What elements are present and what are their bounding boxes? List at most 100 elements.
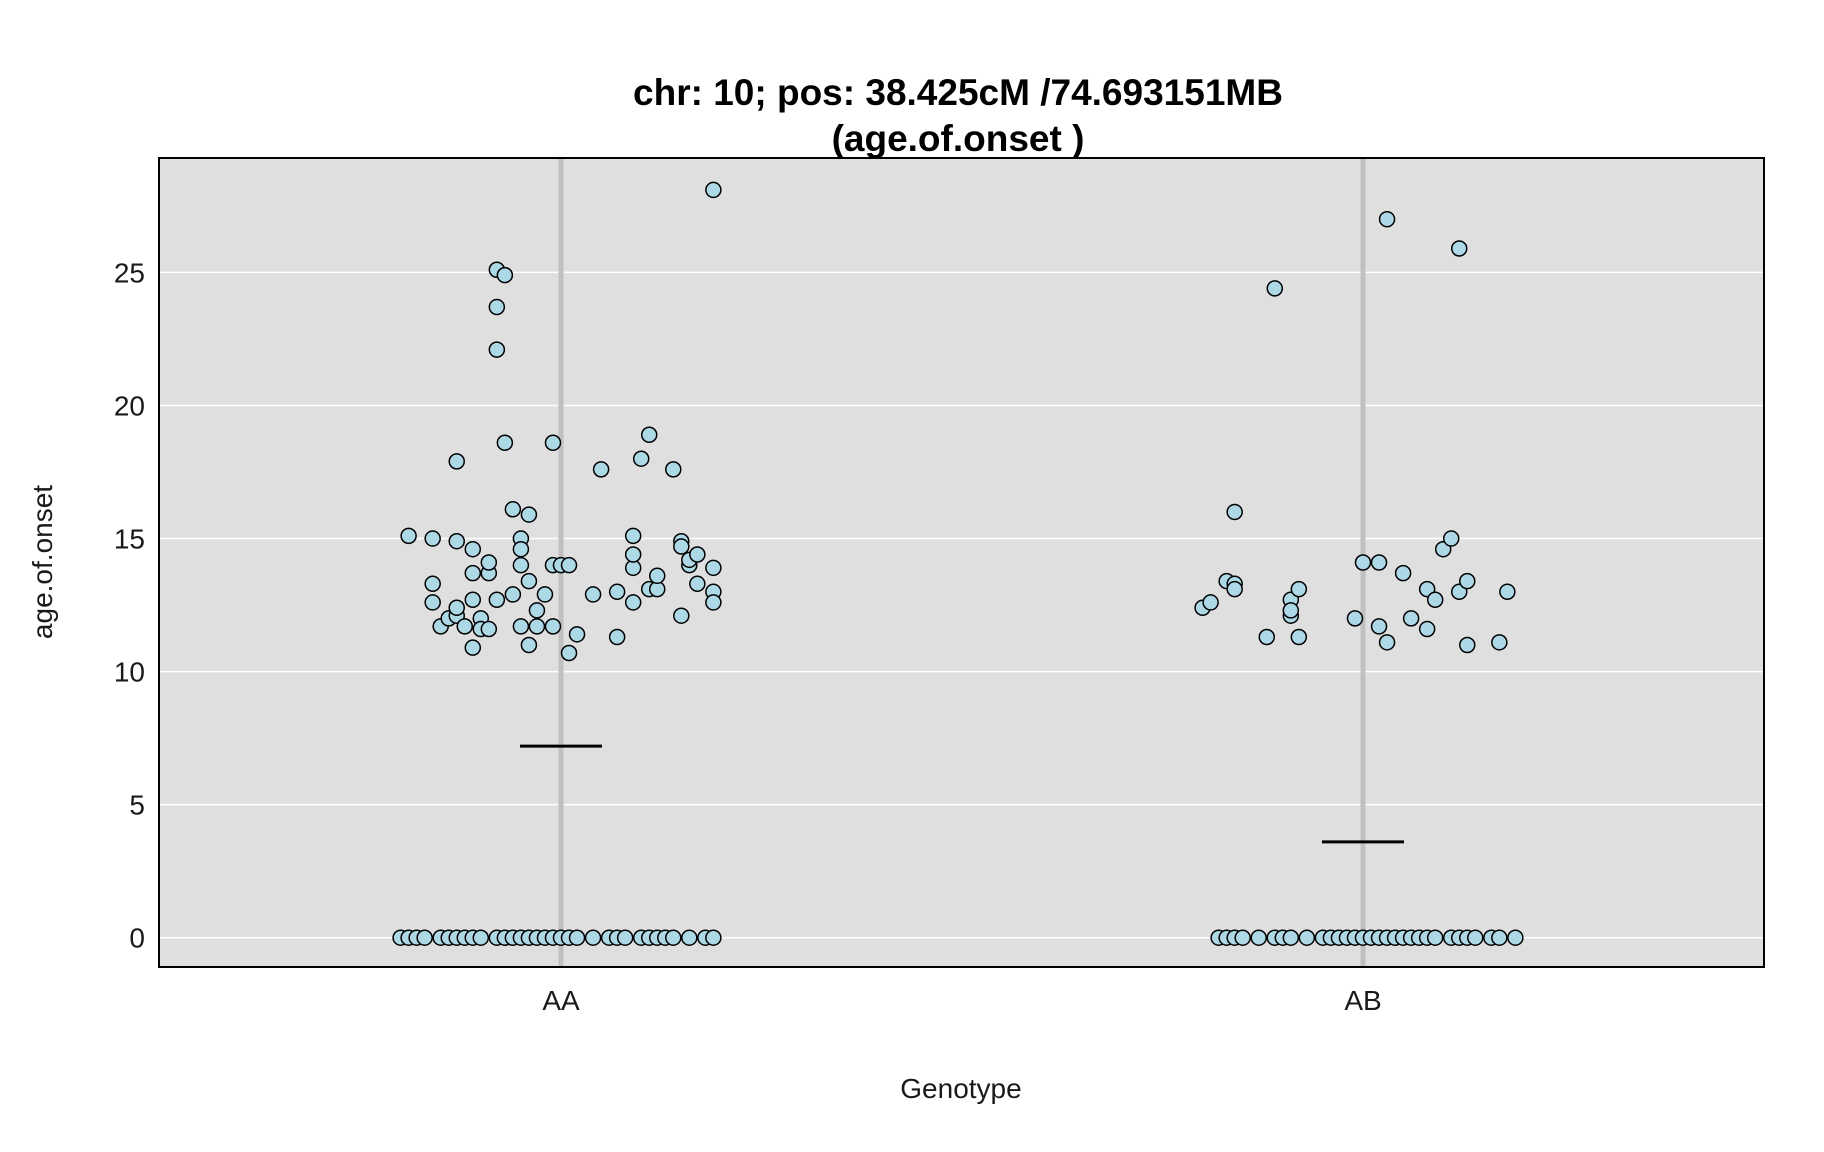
- data-point: [705, 594, 722, 611]
- y-tick-label: 10: [114, 657, 145, 688]
- data-point: [1258, 628, 1276, 646]
- x-axis-label: Genotype: [900, 1073, 1021, 1104]
- data-point: [544, 618, 562, 635]
- plot-panel: [159, 158, 1764, 967]
- data-point: [1467, 929, 1484, 946]
- data-point: [448, 532, 465, 550]
- data-point: [1459, 636, 1476, 654]
- data-point: [1282, 602, 1300, 619]
- y-tick-label: 5: [129, 790, 145, 821]
- data-point: [512, 556, 530, 574]
- data-point: [584, 929, 602, 946]
- data-point: [1290, 628, 1308, 646]
- data-point: [512, 540, 530, 558]
- data-point: [544, 434, 562, 451]
- data-point: [504, 501, 522, 518]
- data-point: [1266, 280, 1284, 297]
- mean-lines: [520, 744, 1404, 844]
- data-point: [416, 929, 433, 946]
- data-point: [1226, 580, 1243, 598]
- data-point: [608, 628, 626, 646]
- data-point: [624, 546, 642, 563]
- data-point: [448, 453, 465, 470]
- data-points: [392, 181, 1524, 946]
- data-point: [1354, 554, 1372, 571]
- data-point: [1290, 580, 1308, 598]
- data-point: [424, 575, 441, 593]
- data-point: [464, 564, 482, 582]
- data-point: [488, 591, 506, 609]
- data-point: [456, 618, 474, 635]
- data-point: [400, 527, 417, 545]
- data-point: [560, 644, 578, 662]
- data-point: [1426, 929, 1444, 946]
- data-point: [496, 266, 514, 284]
- data-point: [520, 572, 538, 590]
- y-tick-label: 15: [114, 524, 145, 555]
- data-point: [528, 602, 546, 619]
- data-point: [616, 929, 634, 946]
- data-point: [472, 929, 490, 946]
- data-point: [568, 626, 586, 643]
- y-axis-label: age.of.onset: [27, 485, 58, 639]
- data-point: [665, 461, 682, 478]
- x-tick-label: AA: [542, 985, 580, 1016]
- x-tick-label: AB: [1344, 985, 1381, 1016]
- x-axis-ticks: AA AB: [542, 985, 1381, 1016]
- data-point: [448, 599, 465, 616]
- data-point: [705, 181, 722, 199]
- data-point: [560, 556, 578, 574]
- data-point: [512, 618, 530, 635]
- data-point: [689, 575, 706, 593]
- data-point: [1491, 929, 1508, 946]
- data-point: [1394, 564, 1412, 582]
- data-point: [1442, 530, 1460, 547]
- data-point: [705, 929, 722, 946]
- data-point: [1298, 929, 1316, 946]
- data-point: [1507, 929, 1524, 946]
- data-point: [1378, 634, 1396, 651]
- data-point: [1499, 583, 1516, 601]
- data-point: [632, 450, 650, 467]
- data-point: [1250, 929, 1267, 946]
- data-point: [592, 461, 610, 478]
- data-point: [520, 636, 538, 654]
- data-point: [1418, 620, 1436, 638]
- data-point: [665, 929, 682, 946]
- chart-title: chr: 10; pos: 38.425cM /74.693151MB: [633, 72, 1283, 113]
- data-point: [536, 586, 554, 603]
- data-point: [1426, 591, 1444, 609]
- data-point: [689, 546, 706, 563]
- data-point: [584, 586, 602, 603]
- data-point: [480, 620, 498, 638]
- data-point: [496, 434, 514, 451]
- data-point: [705, 559, 722, 577]
- data-point: [624, 594, 642, 611]
- y-axis-ticks: 0 5 10 15 20 25: [114, 257, 145, 953]
- y-tick-label: 25: [114, 257, 145, 288]
- data-point: [568, 929, 586, 946]
- data-point: [1226, 503, 1243, 521]
- data-point: [673, 538, 690, 555]
- data-point: [624, 527, 642, 545]
- data-point: [1450, 240, 1468, 257]
- data-point: [1370, 554, 1388, 571]
- data-point: [464, 591, 482, 609]
- data-point: [424, 530, 441, 547]
- data-point: [1491, 634, 1508, 651]
- data-point: [1282, 929, 1300, 946]
- data-point: [464, 639, 482, 656]
- data-point: [1378, 210, 1396, 228]
- data-point: [504, 586, 522, 603]
- data-point: [1459, 572, 1476, 590]
- data-point: [681, 929, 698, 946]
- chart-subtitle: (age.of.onset ): [832, 118, 1085, 159]
- data-point: [488, 341, 506, 358]
- y-tick-label: 0: [129, 923, 145, 954]
- data-point: [1202, 594, 1219, 611]
- data-point: [1402, 610, 1420, 627]
- data-point: [1234, 929, 1251, 946]
- data-point: [520, 506, 538, 523]
- data-point: [608, 583, 626, 601]
